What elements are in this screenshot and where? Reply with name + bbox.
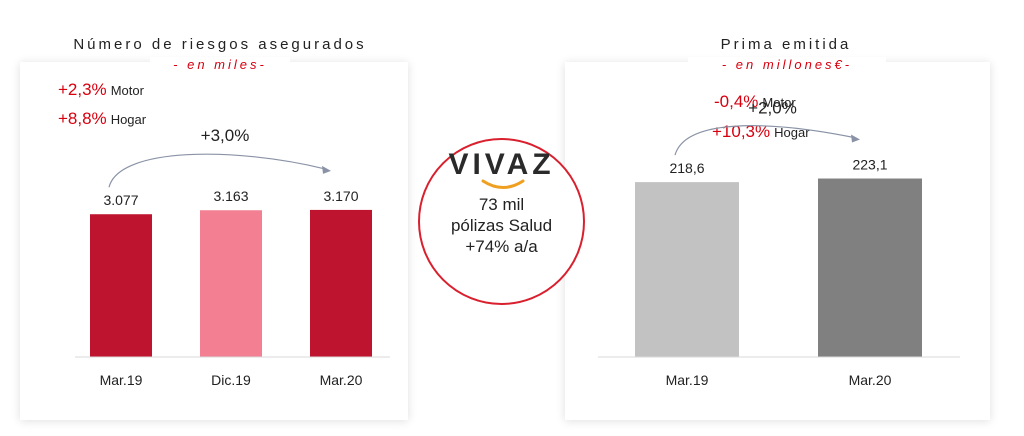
vivaz-policies-count: 73 mil — [478, 195, 525, 214]
bar — [200, 210, 262, 357]
value-label: 223,1 — [852, 157, 887, 173]
value-label: 218,6 — [669, 160, 704, 176]
category-label: Mar.20 — [320, 372, 363, 388]
growth-arrow-label: +3,0% — [201, 126, 250, 145]
growth-arrow — [674, 125, 855, 156]
growth-arrow — [108, 153, 326, 188]
vivaz-callout: VIVAZ 73 mil pólizas Salud +74% a/a — [418, 138, 585, 305]
value-label: 3.163 — [213, 188, 248, 204]
motor-growth-prima: -0,4% Motor — [714, 92, 796, 111]
vivaz-growth: +74% a/a — [465, 237, 538, 256]
prima-chart-subtitle: - en millones€- — [688, 57, 886, 72]
category-label: Mar.20 — [849, 372, 892, 388]
riesgos-chart-subtitle: - en miles- — [150, 57, 290, 72]
vivaz-logo: VIVAZ — [448, 148, 555, 181]
value-label: 3.077 — [103, 192, 138, 208]
bar — [818, 178, 922, 357]
category-label: Mar.19 — [100, 372, 143, 388]
growth-arrowhead — [851, 134, 860, 143]
bar — [635, 182, 739, 357]
motor-growth-riesgos: +2,3% Motor — [58, 80, 144, 99]
hogar-growth-riesgos: +8,8% Hogar — [58, 109, 147, 128]
category-label: Dic.19 — [211, 372, 251, 388]
riesgos-chart-title: Número de riesgos asegurados — [28, 36, 412, 53]
prima-chart-title: Prima emitida — [690, 36, 882, 53]
value-label: 3.170 — [323, 188, 358, 204]
vivaz-policies-label: pólizas Salud — [450, 216, 553, 235]
growth-arrow-label: +2,0% — [748, 99, 797, 118]
growth-arrowhead — [322, 165, 331, 174]
vivaz-smile-icon — [481, 179, 525, 189]
category-label: Mar.19 — [666, 372, 709, 388]
bar — [90, 214, 152, 357]
bar — [310, 209, 372, 357]
